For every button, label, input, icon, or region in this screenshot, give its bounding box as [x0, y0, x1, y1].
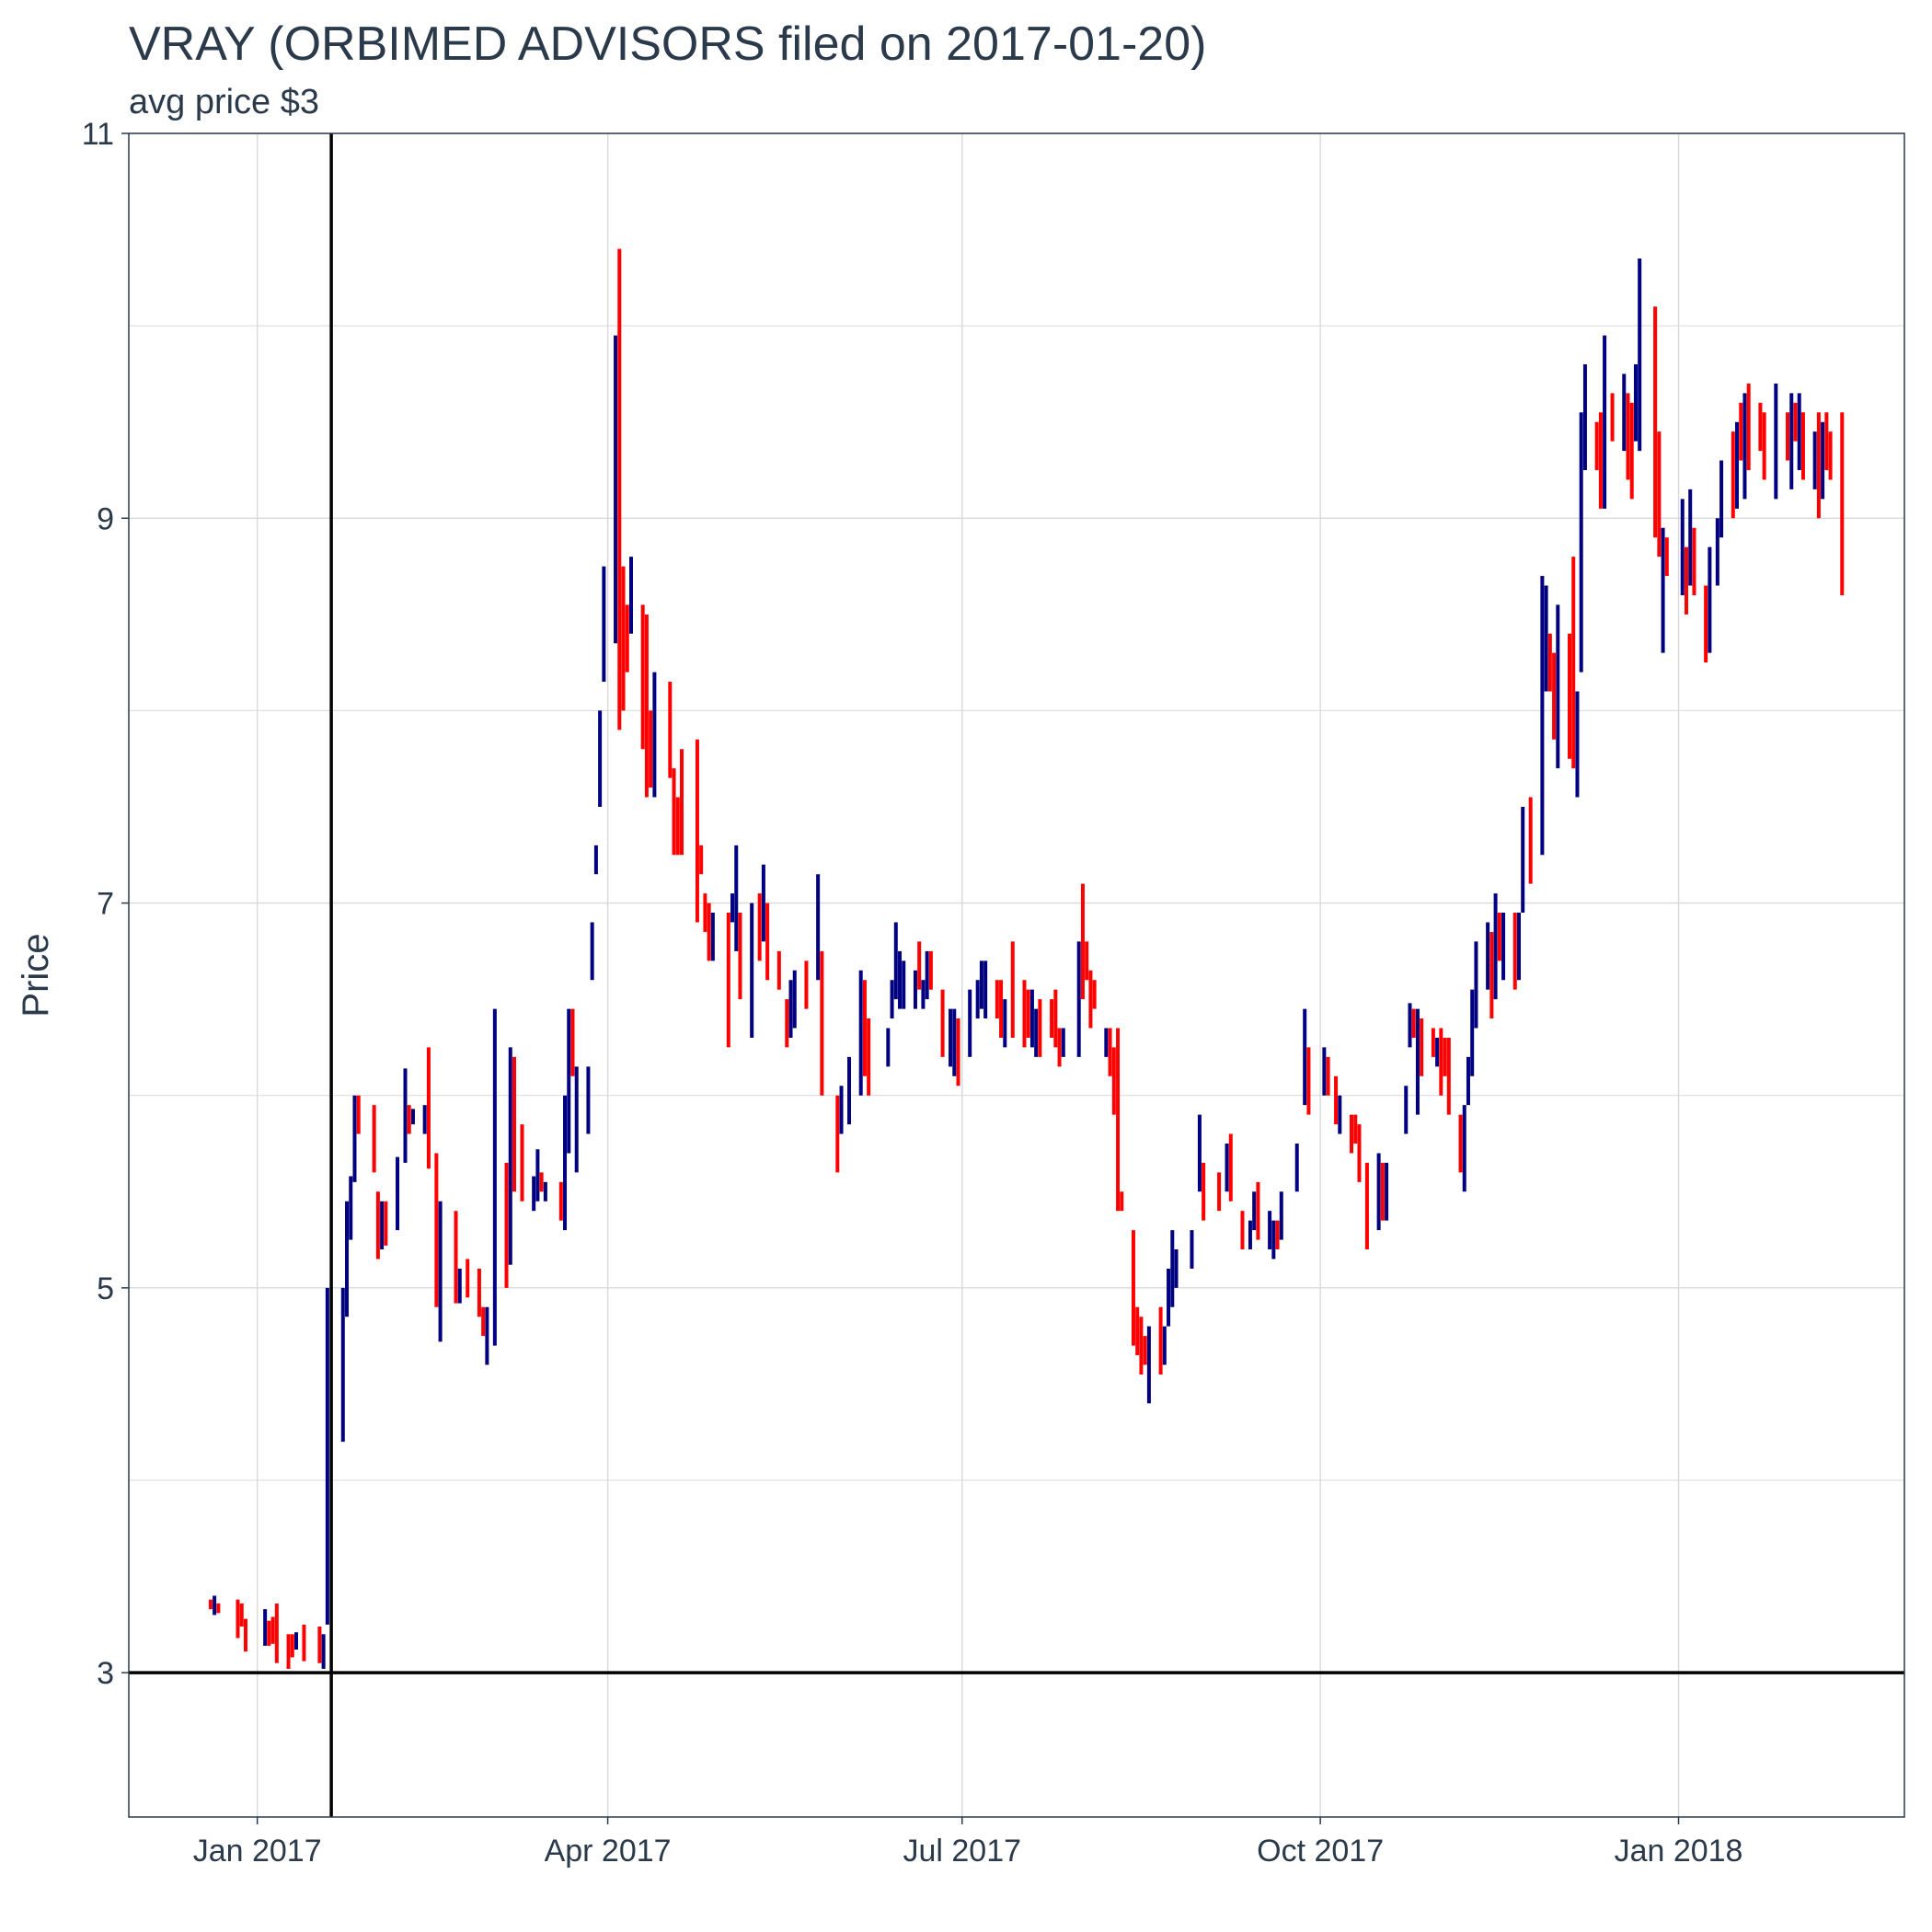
grid-lines — [129, 132, 1904, 1817]
panel-border — [128, 132, 1905, 1818]
y-tick-label: 9 — [97, 501, 114, 536]
x-tick-label: Oct 2017 — [1257, 1834, 1384, 1869]
y-axis-ticks: 3 5 7 9 11 — [82, 117, 129, 1691]
x-tick-label: Jan 2017 — [193, 1834, 322, 1869]
x-tick-label: Jul 2017 — [903, 1834, 1021, 1869]
chart-subtitle: avg price $3 — [129, 83, 320, 121]
chart-title: VRAY (ORBIMED ADVISORS filed on 2017-01-… — [129, 17, 1207, 71]
x-tick-label: Jan 2018 — [1615, 1834, 1743, 1869]
y-tick-label: 7 — [97, 887, 114, 922]
reference-lines — [129, 133, 1904, 1817]
y-tick-label: 11 — [82, 117, 114, 152]
y-axis-title: Price — [16, 933, 56, 1017]
x-axis-ticks: Jan 2017 Apr 2017 Jul 2017 Oct 2017 Jan 2018 — [193, 1817, 1743, 1869]
x-tick-label: Apr 2017 — [545, 1834, 672, 1869]
y-tick-label: 3 — [97, 1656, 114, 1691]
y-tick-label: 5 — [97, 1271, 114, 1306]
price-bars — [208, 248, 1845, 1669]
